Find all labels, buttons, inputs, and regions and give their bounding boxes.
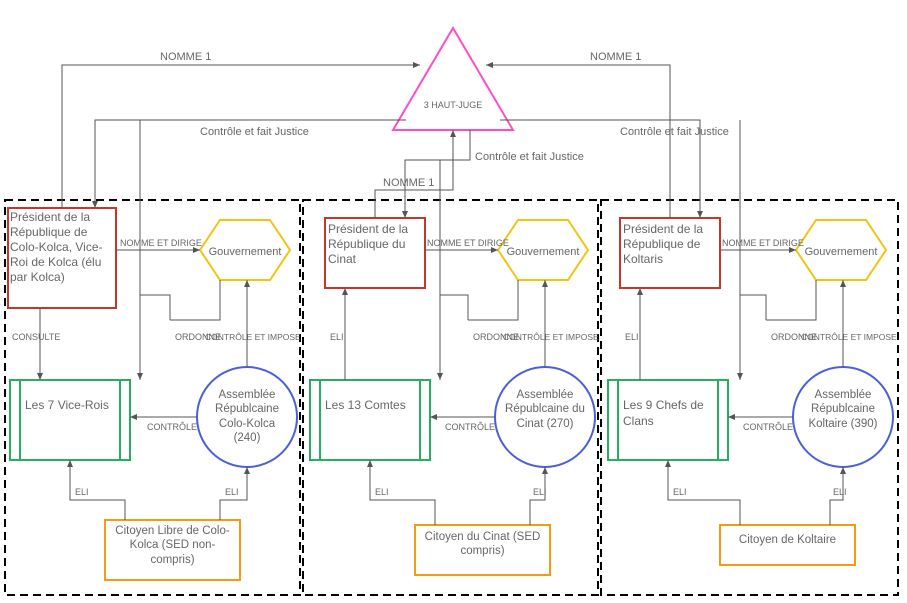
svg-text:Gouvernement: Gouvernement (209, 246, 282, 258)
gov-2: Gouvernement (498, 220, 588, 280)
svg-text:Gouvernement: Gouvernement (507, 246, 580, 258)
president-2: Président de la République du Cinat (325, 218, 425, 288)
svg-text:Contrôle et fait Justice: Contrôle et fait Justice (475, 151, 584, 163)
svg-text:ELI: ELI (225, 487, 239, 497)
gov-1: Gouvernement (200, 220, 290, 280)
svg-text:NOMME 1: NOMME 1 (160, 51, 211, 63)
citizen-3: Citoyen de Koltaire (720, 525, 855, 565)
president-3: Président de la République de Koltaris (620, 218, 720, 288)
assembly-2: Assemblée Républcaine du Cinat (270) (495, 367, 595, 467)
svg-text:NOMME 1: NOMME 1 (383, 177, 434, 189)
haut-juge-label: 3 HAUT-JUGE (424, 100, 483, 110)
svg-text:ELI: ELI (533, 487, 547, 497)
svg-text:ELI: ELI (625, 332, 639, 342)
assembly-3: Assemblée Républcaine Koltaire (390) (793, 367, 893, 467)
council-1: Les 7 Vice-Rois (10, 380, 130, 460)
svg-text:NOMME ET DIRIGE: NOMME ET DIRIGE (722, 238, 804, 248)
svg-text:CONTRÔLE ET IMPOSE: CONTRÔLE ET IMPOSE (205, 332, 301, 342)
svg-text:Gouvernement: Gouvernement (805, 246, 878, 258)
council-2: Les 13 Comtes (310, 380, 430, 460)
svg-text:CONTRÔLE ET IMPOSE: CONTRÔLE ET IMPOSE (801, 332, 897, 342)
citizen-2: Citoyen du Cinat (SED compris) (415, 525, 550, 575)
svg-text:ELI: ELI (375, 487, 389, 497)
svg-text:NOMME ET DIRIGE: NOMME ET DIRIGE (120, 238, 202, 248)
svg-text:CONTRÔLE: CONTRÔLE (147, 422, 197, 432)
council-3: Les 9 Chefs de Clans (608, 380, 728, 460)
svg-text:NOMME ET DIRIGE: NOMME ET DIRIGE (427, 238, 509, 248)
svg-text:Contrôle et fait Justice: Contrôle et fait Justice (200, 126, 309, 138)
svg-text:CONTRÔLE: CONTRÔLE (743, 422, 793, 432)
svg-text:ELI: ELI (330, 332, 344, 342)
svg-text:CONSULTE: CONSULTE (12, 332, 60, 342)
svg-text:NOMME 1: NOMME 1 (590, 51, 641, 63)
svg-text:ELI: ELI (673, 487, 687, 497)
svg-text:CONTRÔLE ET IMPOSE: CONTRÔLE ET IMPOSE (503, 332, 599, 342)
svg-text:ELI: ELI (833, 487, 847, 497)
citizen-1: Citoyen Libre de Colo-Kolca (SED non-com… (105, 520, 240, 580)
svg-text:ELI: ELI (75, 487, 89, 497)
haut-juge-triangle (393, 28, 513, 130)
assembly-1: Assemblée Républcaine Colo-Kolca (240) (197, 367, 297, 467)
svg-text:CONTRÔLE: CONTRÔLE (445, 422, 495, 432)
gov-3: Gouvernement (796, 220, 886, 280)
svg-text:Contrôle et fait Justice: Contrôle et fait Justice (620, 126, 729, 138)
president-1: Président de la République de Colo-Kolca… (8, 208, 116, 308)
